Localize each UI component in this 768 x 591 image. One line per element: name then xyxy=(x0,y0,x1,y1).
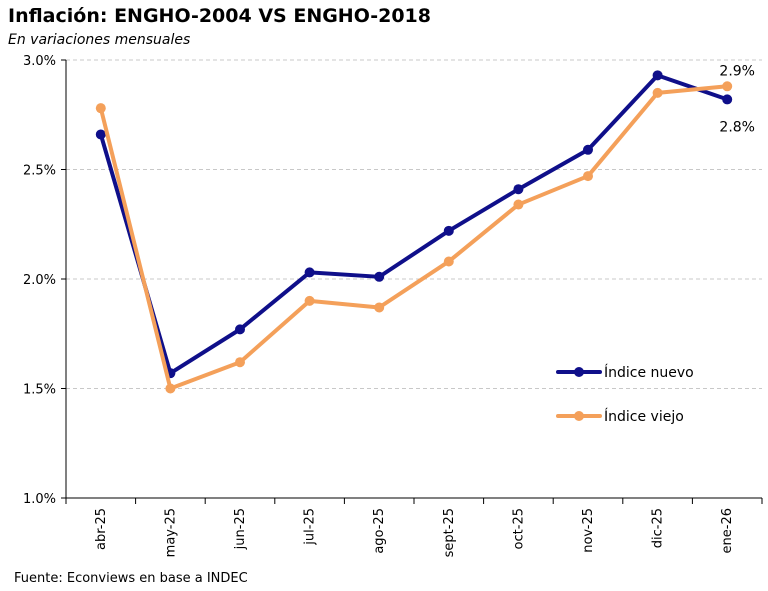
x-axis-ticks: abr-25 may-25 jun-25 jul-25 ago-25 sept-25 oct… xyxy=(65,498,763,557)
data-point xyxy=(304,267,315,278)
data-point xyxy=(652,70,663,81)
data-point xyxy=(652,87,663,98)
y-tick-label: 1.0% xyxy=(23,492,56,507)
source-note: Fuente: Econviews en base a INDEC xyxy=(14,571,248,586)
data-point xyxy=(374,271,385,282)
data-point xyxy=(235,324,245,335)
data-point xyxy=(513,199,524,210)
data-point xyxy=(235,357,245,368)
data-point xyxy=(513,184,524,195)
data-point xyxy=(443,256,454,267)
x-tick-label: nov-25 xyxy=(581,508,596,553)
gridlines xyxy=(66,59,762,389)
data-point xyxy=(304,295,315,306)
x-tick-label: abr-25 xyxy=(94,508,109,550)
series-layer xyxy=(95,70,733,394)
x-tick-label: ene-26 xyxy=(720,508,735,553)
x-tick-label: may-25 xyxy=(163,508,178,557)
y-tick-label: 2.0% xyxy=(23,273,56,288)
data-point xyxy=(95,129,106,140)
chart-title: Inflación: ENGHO-2004 VS ENGHO-2018 xyxy=(8,5,431,27)
x-tick-label: dic-25 xyxy=(651,508,666,548)
data-label: 2.8% xyxy=(719,119,755,135)
series-line-indice-nuevo xyxy=(98,73,730,376)
y-tick-label: 1.5% xyxy=(23,383,56,398)
x-tick-label: oct-25 xyxy=(511,508,526,549)
data-point xyxy=(722,94,733,105)
data-point xyxy=(583,171,593,182)
data-point xyxy=(165,383,176,394)
chart-subtitle: En variaciones mensuales xyxy=(8,32,191,48)
data-point xyxy=(583,144,593,155)
y-tick-label: 2.5% xyxy=(23,164,56,179)
legend-marker xyxy=(574,367,584,377)
legend-marker xyxy=(574,411,584,421)
data-point xyxy=(95,103,106,114)
x-tick-label: jul-25 xyxy=(303,508,318,546)
legend-label: Índice nuevo xyxy=(604,364,694,381)
series-line-indice-viejo xyxy=(98,84,730,391)
data-point xyxy=(443,225,454,236)
data-point xyxy=(374,302,385,313)
legend: Índice nuevo Índice viejo xyxy=(556,364,694,425)
y-axis-ticks: 1.0% 1.5% 2.0% 2.5% 3.0% xyxy=(23,54,66,507)
legend-label: Índice viejo xyxy=(604,408,684,425)
data-labels: 2.9% 2.8% xyxy=(719,63,755,135)
data-point xyxy=(722,81,733,92)
y-tick-label: 3.0% xyxy=(23,54,56,69)
data-label: 2.9% xyxy=(719,63,755,79)
x-tick-label: jun-25 xyxy=(233,508,248,550)
x-tick-label: sept-25 xyxy=(442,508,457,557)
x-tick-label: ago-25 xyxy=(372,508,387,554)
